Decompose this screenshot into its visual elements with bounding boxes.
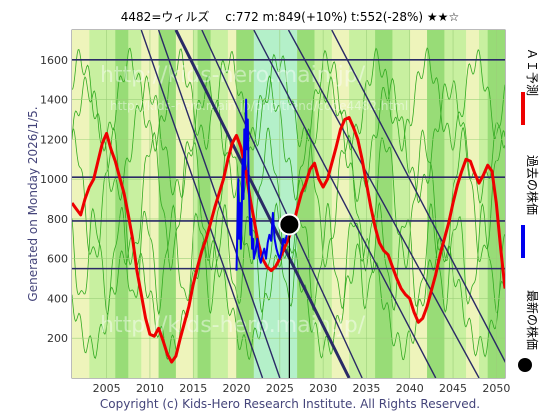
x-tick-2005: 2005 [93,382,121,395]
price-level-lines [72,59,505,270]
band-9 [297,30,315,378]
x-tick-2010: 2010 [136,382,164,395]
current-price-marker [278,213,301,236]
x-tick-2020: 2020 [223,382,251,395]
diag-line-4 [253,30,437,378]
legend-latest-label: 最新の株価 [525,290,540,350]
y-tick-400: 400 [47,292,68,305]
band-0 [72,30,90,378]
past-price-line [235,98,291,271]
series-layer [72,98,505,364]
legend-past-label: 過去の株価 [525,155,540,215]
copyright-notice: Copyright (c) Kids-Hero Research Institu… [100,397,480,411]
band-1 [115,30,129,378]
x-tick-2025: 2025 [266,382,294,395]
watermark-layer: http://kids-hero.main.jp/ http://kids-he… [100,63,408,338]
band-12 [409,30,428,378]
y-tick-1200: 1200 [40,133,68,146]
diag-line-0 [140,30,264,378]
y-tick-800: 800 [47,213,68,226]
band-5 [197,30,211,378]
generated-date-label: Generated on Monday 2026/1/5. [26,106,40,301]
marker-layer [278,213,301,378]
band-14 [466,30,480,378]
y-tick-1000: 1000 [40,173,68,186]
diag-line-6 [331,30,505,363]
x-tick-2050: 2050 [482,382,510,395]
diag-line-2 [174,30,351,378]
x-axis-ticks: 2005 2010 2015 2020 2025 2030 2035 2040 2045 2050 [93,382,511,395]
y-axis-ticks: 200 400 600 800 1000 1200 1400 1600 [40,54,68,345]
plot-content: http://kids-hero.main.jp/ http://kids-he… [72,30,505,378]
diag-line-5 [287,30,480,378]
ai-forecast-line [72,116,505,364]
watermark-middle: http://kids-hero.main.jp/php/trend/code4… [110,99,408,113]
band-13 [427,30,445,378]
chart-title: 4482=ウィルズ c:772 m:849(+10%) t:552(-28%) … [121,9,459,24]
green-wave-4 [72,47,505,153]
legend-ai-label: ＡＩ予測 [525,48,539,96]
y-tick-600: 600 [47,253,68,266]
x-tick-2015: 2015 [179,382,207,395]
trend-diagonal-lines [140,30,505,378]
x-tick-2040: 2040 [396,382,424,395]
y-tick-1400: 1400 [40,94,68,107]
watermark-top: http://kids-hero.main.jp/ [100,63,366,88]
y-tick-200: 200 [47,332,68,345]
y-tick-1600: 1600 [40,54,68,67]
green-wave-2 [72,201,505,316]
legend: ＡＩ予測 過去の株価 最新の株価 [518,48,540,372]
x-tick-2030: 2030 [309,382,337,395]
diag-line-3 [201,30,363,378]
diag-line-1 [157,30,281,378]
band-6 [227,30,237,378]
x-tick-2035: 2035 [352,382,380,395]
x-tick-2045: 2045 [439,382,467,395]
legend-latest-swatch [518,358,532,372]
green-wave-0 [72,74,505,204]
